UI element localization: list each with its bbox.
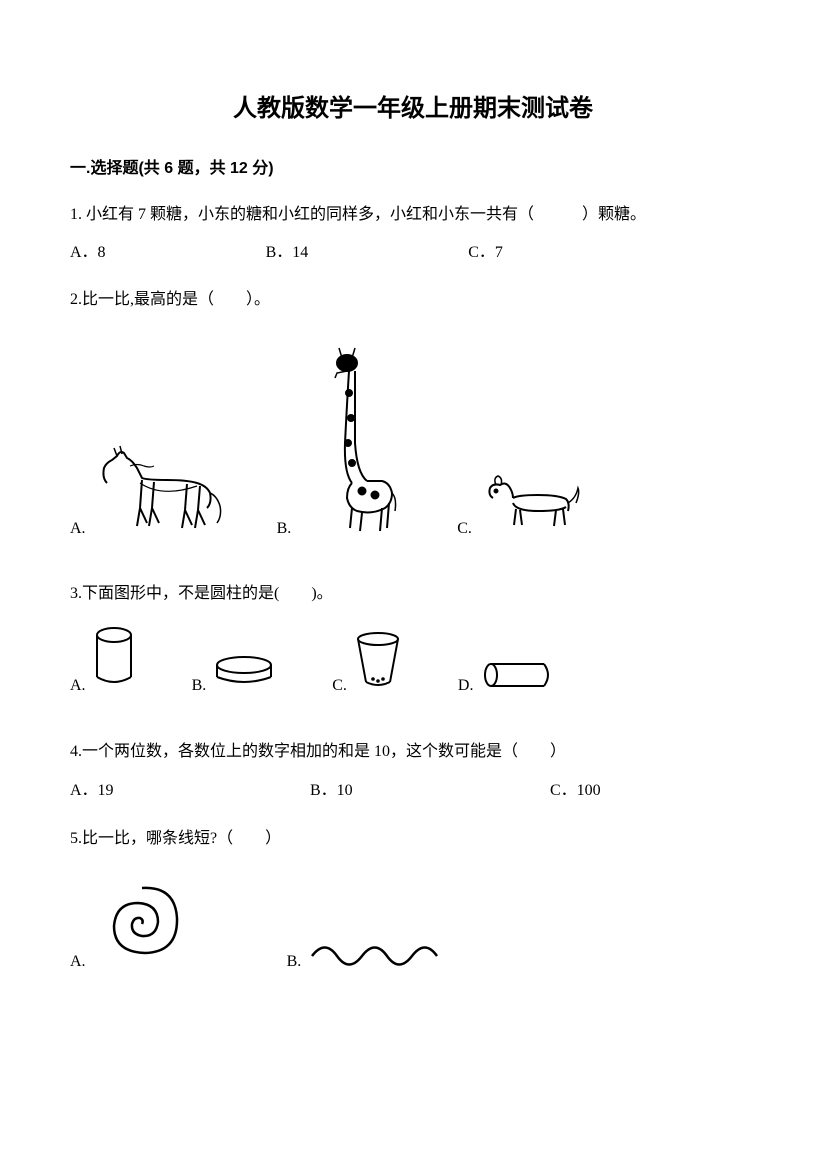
q1-option-c: C．7: [468, 240, 503, 266]
q3-c-label: C.: [332, 673, 347, 699]
cylinder-flat-icon: [212, 655, 277, 699]
q4-option-b: B．10: [310, 778, 550, 804]
q4-option-a: A．19: [70, 778, 310, 804]
question-4-text: 4.一个两位数，各数位上的数字相加的和是 10，这个数可能是（ ）: [70, 739, 756, 765]
q5-a-label: A.: [70, 949, 86, 975]
q2-option-c: C.: [457, 473, 588, 542]
question-3: 3.下面图形中，不是圆柱的是( )。 A. B.: [70, 581, 756, 698]
q3-option-d: D.: [458, 660, 555, 699]
question-2: 2.比一比,最高的是（ ）。 A.: [70, 287, 756, 541]
q2-c-label: C.: [457, 516, 472, 542]
q5-b-label: B.: [287, 949, 302, 975]
q1-option-a: A．8: [70, 240, 106, 266]
spiral-icon: [92, 876, 192, 975]
question-5: 5.比一比，哪条线短?（ ） A. B.: [70, 826, 756, 975]
q3-option-c: C.: [332, 630, 403, 699]
q2-option-b: B.: [277, 343, 408, 542]
q5-option-b: B.: [287, 936, 448, 975]
wave-icon: [307, 936, 447, 975]
q1-option-b: B．14: [266, 240, 309, 266]
dog-icon: [478, 473, 588, 542]
cylinder-horizontal-icon: [479, 660, 554, 699]
q3-a-label: A.: [70, 673, 86, 699]
q2-a-label: A.: [70, 516, 86, 542]
question-5-text: 5.比一比，哪条线短?（ ）: [70, 826, 756, 852]
q3-d-label: D.: [458, 673, 474, 699]
question-2-text: 2.比一比,最高的是（ ）。: [70, 287, 756, 313]
q3-option-a: A.: [70, 625, 137, 699]
horse-icon: [92, 438, 227, 542]
cup-icon: [353, 630, 403, 699]
question-3-text: 3.下面图形中，不是圆柱的是( )。: [70, 581, 756, 607]
q2-b-label: B.: [277, 516, 292, 542]
section-header: 一.选择题(共 6 题，共 12 分): [70, 156, 756, 182]
q3-option-b: B.: [192, 655, 278, 699]
cylinder-tall-icon: [92, 625, 137, 699]
q5-option-a: A.: [70, 876, 192, 975]
page-title: 人教版数学一年级上册期末测试卷: [70, 90, 756, 128]
question-1: 1. 小红有 7 颗糖，小东的糖和小红的同样多，小红和小东一共有（ ）颗糖。 A…: [70, 202, 756, 265]
q4-option-c: C．100: [550, 778, 601, 804]
giraffe-icon: [297, 343, 407, 542]
question-4: 4.一个两位数，各数位上的数字相加的和是 10，这个数可能是（ ） A．19 B…: [70, 739, 756, 804]
q2-option-a: A.: [70, 438, 227, 542]
q3-b-label: B.: [192, 673, 207, 699]
question-1-text: 1. 小红有 7 颗糖，小东的糖和小红的同样多，小红和小东一共有（ ）颗糖。: [70, 202, 756, 228]
